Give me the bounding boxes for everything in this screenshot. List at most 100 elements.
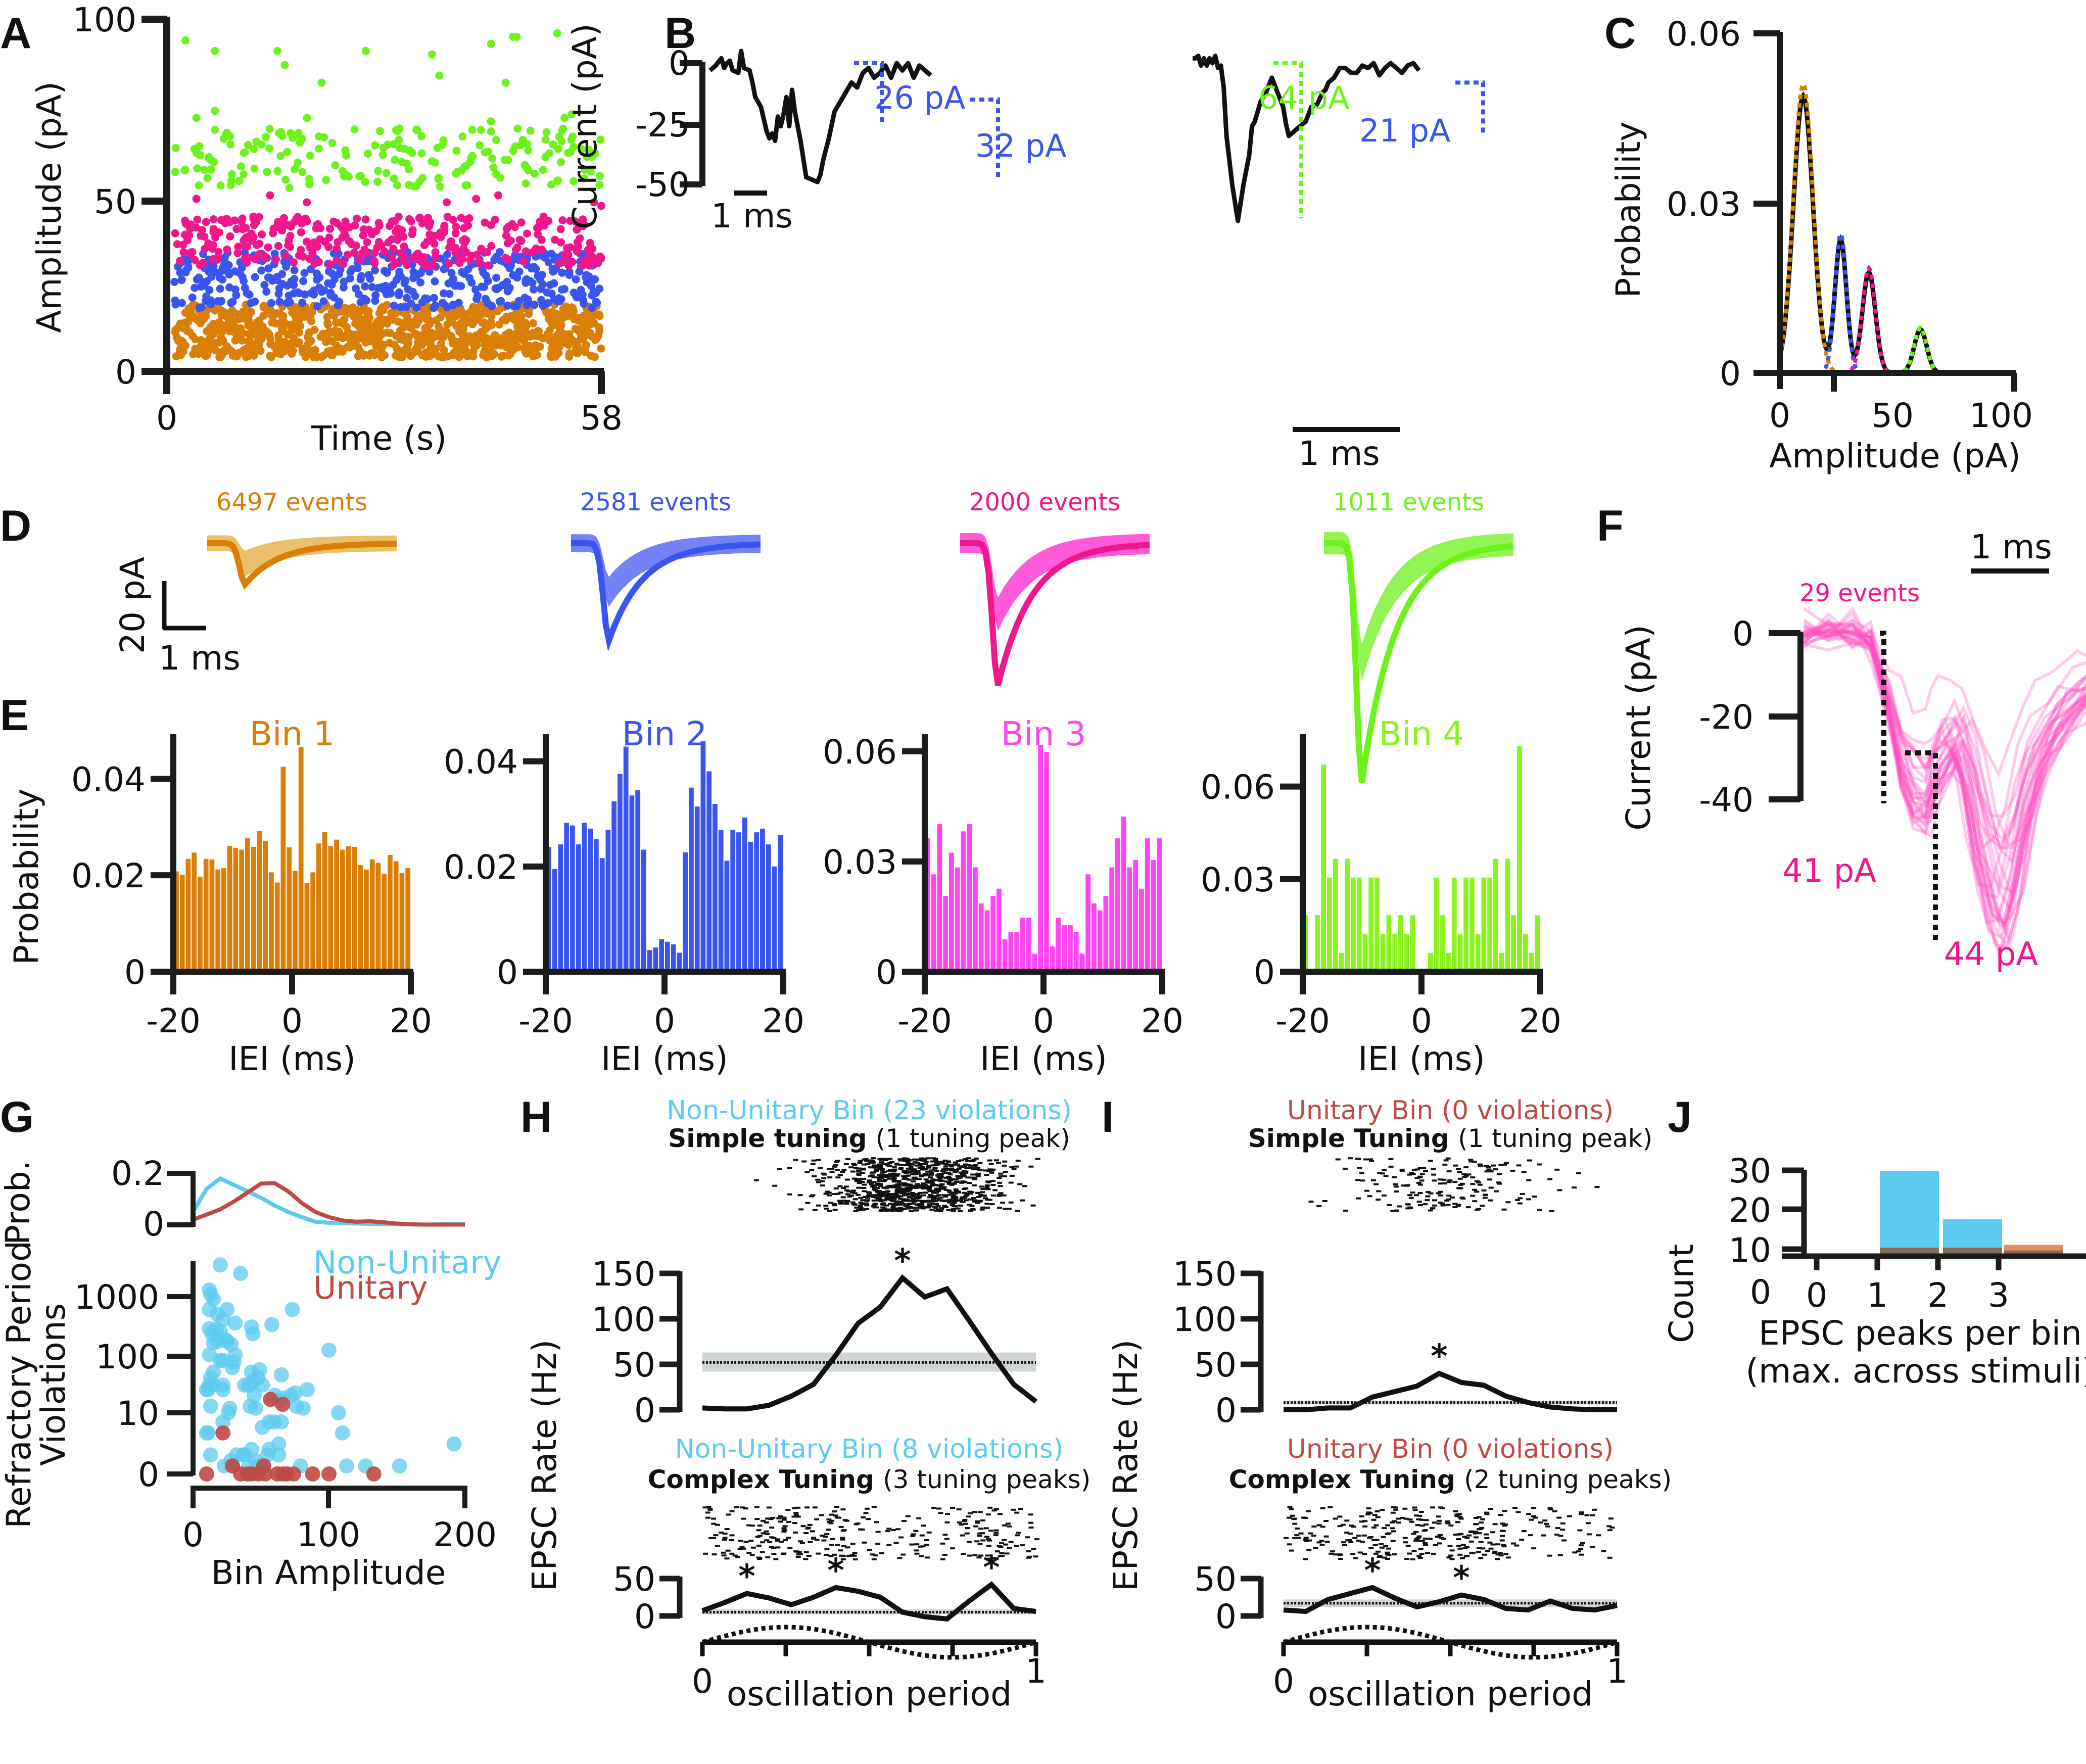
spike-tick xyxy=(1608,1517,1614,1520)
spike-tick xyxy=(1464,1537,1470,1539)
spike-tick xyxy=(842,1519,848,1521)
spike-tick xyxy=(850,1543,856,1545)
spike-tick xyxy=(844,1178,850,1181)
spike-tick xyxy=(1435,1536,1440,1538)
data-point xyxy=(171,168,179,176)
data-point xyxy=(564,261,573,270)
spike-tick xyxy=(1554,1534,1559,1536)
data-point xyxy=(200,166,209,174)
data-point xyxy=(576,234,584,243)
spike-tick xyxy=(1607,1529,1613,1532)
y-tick-label: 50 xyxy=(1194,1346,1237,1385)
spike-tick xyxy=(953,1171,958,1173)
spike-tick xyxy=(814,1539,820,1541)
data-point xyxy=(463,181,471,189)
y-tick-label: 0 xyxy=(1215,1391,1237,1430)
spike-tick xyxy=(1547,1554,1552,1557)
spike-tick xyxy=(1311,1535,1316,1537)
y-axis: 30 20 10 0 Count xyxy=(1662,1152,1807,1343)
data-point xyxy=(508,220,516,228)
spike-tick xyxy=(1505,1556,1511,1559)
spike-tick xyxy=(823,1205,829,1207)
spike-tick xyxy=(1017,1183,1023,1185)
data-point xyxy=(325,260,334,269)
histogram-bar xyxy=(961,831,966,972)
data-point xyxy=(547,180,555,189)
data-point xyxy=(371,266,379,274)
unitary-point xyxy=(286,1466,302,1482)
spike-tick xyxy=(925,1170,930,1173)
data-point xyxy=(515,235,524,244)
traces xyxy=(1803,605,2086,962)
data-point xyxy=(273,46,281,55)
nonunitary-point xyxy=(227,1315,243,1331)
spike-tick xyxy=(1526,1198,1531,1201)
unitary-point xyxy=(321,1466,337,1482)
spike-tick xyxy=(871,1176,877,1178)
scalebar-left: 1 ms xyxy=(711,190,793,235)
spike-tick xyxy=(1324,1541,1330,1543)
data-point xyxy=(399,232,408,241)
spike-tick xyxy=(989,1169,995,1172)
data-point xyxy=(443,303,451,311)
data-point xyxy=(197,282,205,291)
data-point xyxy=(314,220,322,228)
spike-tick xyxy=(1304,1540,1309,1542)
histogram-bar xyxy=(931,874,936,972)
rate-curve xyxy=(1284,1370,1617,1412)
spike-tick xyxy=(1003,1543,1009,1546)
data-point xyxy=(413,331,421,340)
spike-tick xyxy=(1394,1210,1399,1212)
x-tick-label: 0 xyxy=(1769,396,1790,435)
data-point xyxy=(227,308,235,316)
data-point xyxy=(310,238,318,247)
spike-tick xyxy=(1606,1525,1612,1528)
data-point xyxy=(208,245,217,253)
data-point xyxy=(371,141,380,150)
data-point xyxy=(440,346,448,354)
spike-tick xyxy=(993,1159,999,1162)
data-point xyxy=(177,276,186,284)
data-point xyxy=(233,249,242,257)
spike-tick xyxy=(958,1204,964,1207)
spike-tick xyxy=(830,1538,835,1540)
data-point xyxy=(522,276,530,284)
data-point xyxy=(477,126,485,134)
y-axis: 100 50 0 Amplitude (pA) xyxy=(30,1,170,392)
data-point xyxy=(283,221,292,229)
data-point xyxy=(251,273,259,281)
data-point xyxy=(431,253,440,261)
data-point xyxy=(202,297,210,305)
spike-tick xyxy=(940,1542,945,1545)
data-point xyxy=(340,172,349,180)
spike-tick xyxy=(1399,1168,1405,1171)
x-tick-label: -20 xyxy=(1275,1002,1330,1040)
data-point xyxy=(534,272,542,280)
spike-tick xyxy=(1298,1532,1304,1535)
spike-tick xyxy=(990,1184,996,1186)
spike-tick xyxy=(1410,1558,1415,1560)
spike-tick xyxy=(914,1549,919,1552)
spike-tick xyxy=(936,1208,941,1211)
spike-tick xyxy=(887,1184,892,1187)
spike-tick xyxy=(961,1181,967,1183)
spike-tick xyxy=(935,1205,941,1208)
spike-tick xyxy=(1445,1520,1450,1522)
spike-tick xyxy=(832,1209,838,1211)
spike-tick xyxy=(1475,1209,1480,1211)
significance-asterisk: * xyxy=(738,1558,755,1596)
spike-tick xyxy=(1008,1181,1014,1184)
spike-tick xyxy=(925,1157,931,1160)
spike-tick xyxy=(997,1181,1003,1184)
data-point xyxy=(501,78,510,87)
data-point xyxy=(278,280,287,288)
spike-tick xyxy=(948,1179,954,1181)
spike-tick xyxy=(933,1160,938,1162)
spike-tick xyxy=(919,1534,925,1537)
histogram-bar xyxy=(1115,838,1120,972)
spike-tick xyxy=(1596,1534,1601,1537)
data-point xyxy=(492,273,501,282)
data-point xyxy=(226,140,235,149)
